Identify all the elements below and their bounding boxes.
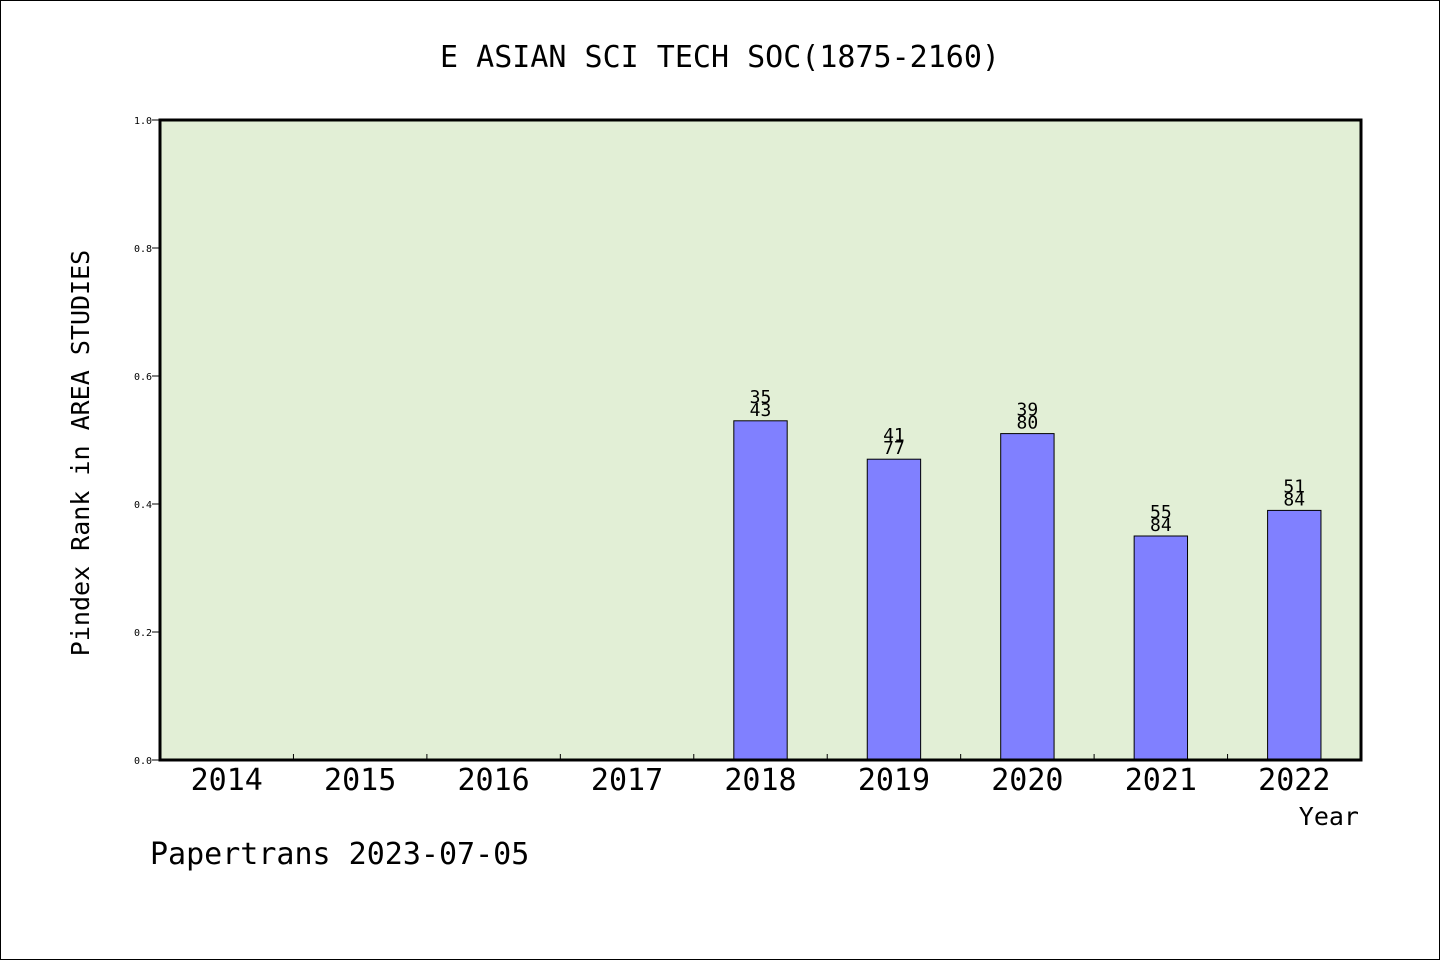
bar-series — [733, 420, 1322, 761]
x-tick-label: 2015 — [324, 763, 396, 798]
footer-credit: Papertrans 2023-07-05 — [150, 837, 529, 872]
y-axis-label: Pindex Rank in AREA STUDIES — [66, 250, 95, 656]
x-tick-label: 2021 — [1125, 763, 1197, 798]
y-tick-label: 0.8 — [134, 244, 152, 255]
bar-label-total: 80 — [1017, 413, 1039, 434]
bar-label-rank: 39 — [1017, 400, 1039, 421]
plot-border — [158, 118, 1363, 762]
bar-2021 — [1133, 535, 1189, 761]
x-tick-label: 2017 — [591, 763, 663, 798]
bar-2022 — [1267, 509, 1322, 761]
y-tick-label: 0.4 — [134, 500, 152, 511]
x-tick-label: 2016 — [457, 763, 529, 798]
bar-label-rank: 55 — [1150, 502, 1172, 523]
y-tick-label: 0.6 — [134, 372, 152, 383]
chart-title: E ASIAN SCI TECH SOC(1875-2160) — [440, 40, 1000, 75]
x-tick-label: 2022 — [1258, 763, 1330, 798]
x-tick-label: 2019 — [858, 763, 930, 798]
bar-label-total: 43 — [750, 400, 772, 421]
bar-label-total: 84 — [1283, 489, 1305, 510]
bar-2019 — [866, 458, 922, 761]
y-tick-label: 0.2 — [134, 628, 152, 639]
x-tick-label: 2020 — [991, 763, 1063, 798]
bar-label-rank: 41 — [883, 425, 905, 446]
bar-label-rank: 35 — [750, 387, 772, 408]
bar-label-total: 84 — [1150, 515, 1172, 536]
bar-2020 — [1000, 433, 1055, 761]
x-tick-label: 2014 — [191, 763, 263, 798]
x-tick-label: 2018 — [724, 763, 796, 798]
x-axis-label: Year — [1299, 802, 1359, 831]
y-axis: 0.0 0.2 0.4 0.6 0.8 1.0 — [134, 116, 160, 767]
bar-label-total: 77 — [883, 438, 905, 459]
y-tick-label: 0.0 — [134, 756, 152, 767]
x-axis: 2014 2015 2016 2017 2018 2019 2020 2021 2022 — [191, 754, 1330, 798]
bar-label-rank: 51 — [1283, 476, 1305, 497]
bar-2018 — [733, 420, 788, 761]
y-tick-label: 1.0 — [134, 116, 152, 127]
